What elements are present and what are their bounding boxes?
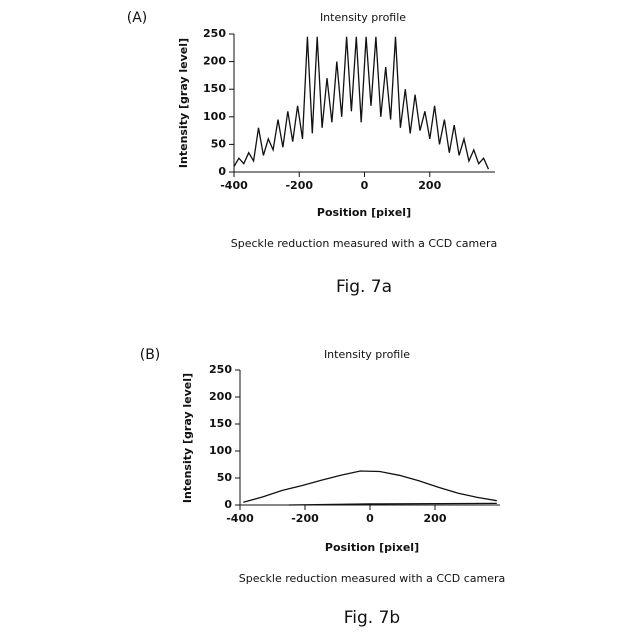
y-tick-label: 150 (203, 82, 226, 95)
y-tick-label: 50 (211, 137, 227, 150)
y-axis-label: Intensity [gray level] (181, 373, 194, 503)
y-tick-label: 200 (203, 55, 226, 68)
y-tick-label: 150 (209, 417, 232, 430)
x-tick-label: -200 (285, 179, 313, 192)
chart-title: Intensity profile (324, 348, 410, 361)
y-tick-label: 100 (209, 444, 232, 457)
chart-title: Intensity profile (320, 11, 406, 24)
figure-label: Fig. 7a (336, 277, 392, 297)
caption: Speckle reduction measured with a CCD ca… (239, 572, 505, 585)
y-tick-label: 250 (209, 363, 232, 376)
y-tick-label: 200 (209, 390, 232, 403)
x-tick-label: 0 (361, 179, 369, 192)
x-tick-label: -400 (226, 512, 254, 525)
x-tick-label: 200 (424, 512, 447, 525)
figure-label: Fig. 7b (344, 608, 400, 628)
panel-label: (A) (127, 10, 148, 26)
x-tick-label: -200 (291, 512, 319, 525)
y-tick-label: 100 (203, 110, 226, 123)
data-line (234, 37, 489, 169)
x-tick-label: 0 (366, 512, 374, 525)
y-tick-label: 250 (203, 27, 226, 40)
x-axis-label: Position [pixel] (317, 206, 411, 219)
caption: Speckle reduction measured with a CCD ca… (231, 237, 497, 250)
data-line (243, 471, 496, 502)
panel-label: (B) (140, 347, 161, 363)
x-tick-label: -400 (220, 179, 248, 192)
y-tick-label: 0 (224, 498, 232, 511)
y-axis-label: Intensity [gray level] (177, 38, 190, 168)
y-tick-label: 50 (217, 471, 233, 484)
y-tick-label: 0 (218, 165, 226, 178)
x-axis-label: Position [pixel] (325, 541, 419, 554)
x-tick-label: 200 (418, 179, 441, 192)
